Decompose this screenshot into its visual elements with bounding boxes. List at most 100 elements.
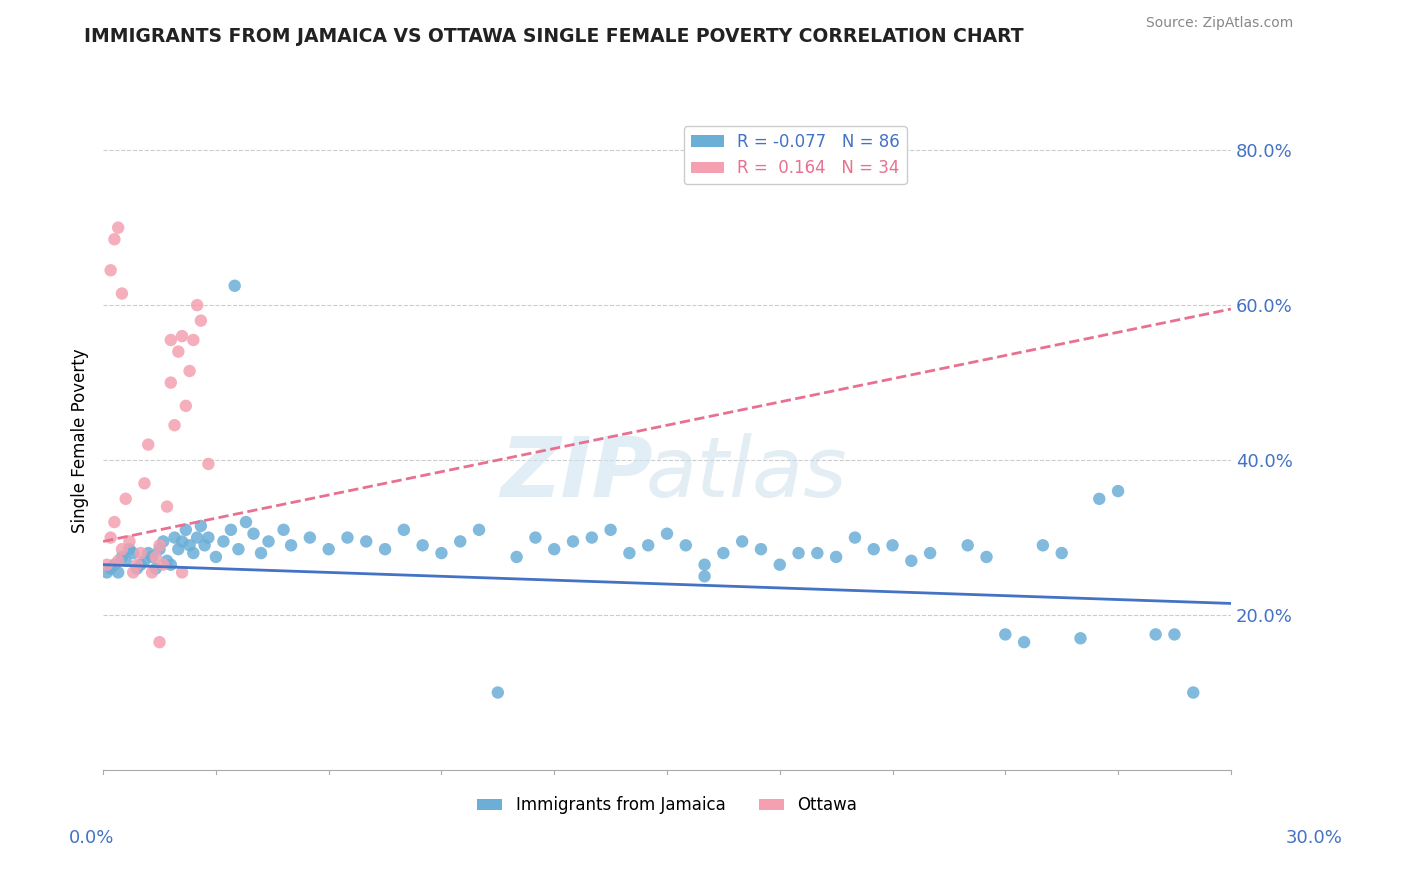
Point: [298, 531, 321, 545]
Point: [205, 549, 228, 564]
Point: [693, 558, 716, 572]
Point: [114, 491, 136, 506]
Point: [336, 531, 359, 545]
Point: [374, 542, 396, 557]
Point: [354, 534, 377, 549]
Point: [183, 546, 205, 560]
Point: [152, 558, 174, 572]
Point: [134, 554, 156, 568]
Point: [412, 538, 434, 552]
Text: Source: ZipAtlas.com: Source: ZipAtlas.com: [1146, 16, 1294, 29]
Point: [159, 333, 181, 347]
Point: [273, 523, 295, 537]
Point: [562, 534, 585, 549]
Point: [581, 531, 603, 545]
Point: [956, 538, 979, 552]
Point: [100, 263, 122, 277]
Point: [136, 437, 159, 451]
Text: 0.0%: 0.0%: [69, 829, 114, 847]
Point: [170, 534, 193, 549]
Point: [1107, 484, 1129, 499]
Point: [145, 549, 167, 564]
Point: [749, 542, 772, 557]
Point: [242, 526, 264, 541]
Point: [619, 546, 641, 560]
Point: [129, 546, 152, 560]
Point: [111, 286, 134, 301]
Text: 30.0%: 30.0%: [1286, 829, 1343, 847]
Point: [96, 566, 118, 580]
Point: [1050, 546, 1073, 560]
Text: atlas: atlas: [645, 434, 846, 514]
Point: [107, 554, 129, 568]
Point: [731, 534, 754, 549]
Point: [107, 220, 129, 235]
Point: [103, 515, 125, 529]
Point: [129, 558, 152, 572]
Point: [1182, 685, 1205, 699]
Point: [806, 546, 828, 560]
Point: [111, 549, 134, 564]
Point: [156, 554, 179, 568]
Point: [900, 554, 922, 568]
Point: [167, 542, 190, 557]
Point: [1012, 635, 1035, 649]
Point: [136, 546, 159, 560]
Point: [920, 546, 942, 560]
Text: IMMIGRANTS FROM JAMAICA VS OTTAWA SINGLE FEMALE POVERTY CORRELATION CHART: IMMIGRANTS FROM JAMAICA VS OTTAWA SINGLE…: [84, 27, 1024, 45]
Point: [599, 523, 621, 537]
Point: [197, 457, 219, 471]
Point: [430, 546, 453, 560]
Point: [141, 566, 163, 580]
Point: [148, 635, 170, 649]
Point: [167, 344, 190, 359]
Point: [100, 561, 122, 575]
Point: [224, 278, 246, 293]
Point: [1032, 538, 1054, 552]
Point: [693, 569, 716, 583]
Point: [1163, 627, 1185, 641]
Point: [148, 538, 170, 552]
Point: [194, 538, 217, 552]
Point: [125, 561, 148, 575]
Point: [235, 515, 257, 529]
Point: [637, 538, 659, 552]
Point: [844, 531, 866, 545]
Y-axis label: Single Female Poverty: Single Female Poverty: [72, 349, 89, 533]
Point: [125, 558, 148, 572]
Point: [769, 558, 792, 572]
Point: [163, 418, 186, 433]
Point: [1144, 627, 1167, 641]
Point: [118, 534, 141, 549]
Point: [1069, 632, 1091, 646]
Point: [675, 538, 697, 552]
Point: [122, 566, 145, 580]
Point: [219, 523, 242, 537]
Point: [190, 313, 212, 327]
Point: [505, 549, 527, 564]
Point: [107, 566, 129, 580]
Point: [103, 232, 125, 246]
Point: [787, 546, 810, 560]
Point: [186, 531, 208, 545]
Point: [280, 538, 302, 552]
Point: [96, 558, 118, 572]
Point: [145, 561, 167, 575]
Point: [257, 534, 280, 549]
Point: [468, 523, 491, 537]
Point: [111, 542, 134, 557]
Point: [114, 554, 136, 568]
Point: [250, 546, 273, 560]
Point: [174, 399, 197, 413]
Point: [179, 538, 201, 552]
Point: [711, 546, 734, 560]
Point: [197, 531, 219, 545]
Point: [134, 476, 156, 491]
Point: [122, 546, 145, 560]
Point: [862, 542, 884, 557]
Point: [449, 534, 471, 549]
Point: [212, 534, 235, 549]
Point: [186, 298, 208, 312]
Point: [976, 549, 998, 564]
Point: [228, 542, 250, 557]
